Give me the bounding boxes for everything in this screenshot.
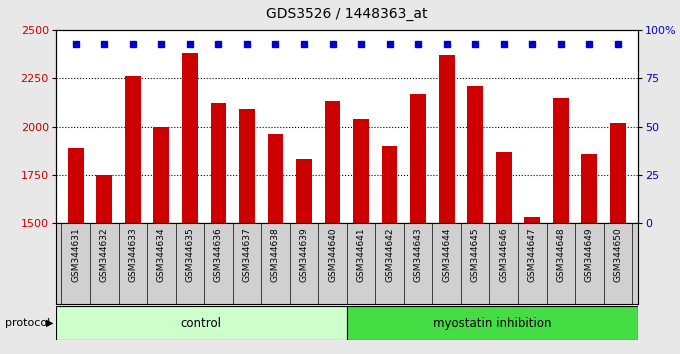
Bar [324,102,341,223]
Bar [211,103,226,223]
Bar [353,119,369,223]
Text: GSM344632: GSM344632 [100,227,109,282]
Bar [97,175,112,223]
Text: GSM344650: GSM344650 [613,227,622,282]
Text: GSM344646: GSM344646 [499,227,508,282]
Bar [381,146,397,223]
Text: ▶: ▶ [46,318,53,328]
Text: GSM344640: GSM344640 [328,227,337,282]
Text: GSM344639: GSM344639 [299,227,309,282]
Text: GSM344631: GSM344631 [71,227,80,282]
Bar [56,306,347,340]
Text: GSM344648: GSM344648 [556,227,565,282]
Bar [68,148,84,223]
Bar [182,53,198,223]
Bar [410,94,426,223]
Text: GSM344642: GSM344642 [385,227,394,281]
Text: GSM344644: GSM344644 [442,227,451,281]
Bar [610,123,626,223]
Text: GSM344641: GSM344641 [356,227,366,282]
Text: GSM344637: GSM344637 [243,227,252,282]
Text: GSM344635: GSM344635 [186,227,194,282]
Text: GSM344649: GSM344649 [585,227,594,282]
Text: GSM344638: GSM344638 [271,227,280,282]
Bar [125,76,141,223]
Text: GSM344647: GSM344647 [528,227,537,282]
Text: GDS3526 / 1448363_at: GDS3526 / 1448363_at [266,7,428,21]
Bar [553,98,568,223]
Bar [296,159,312,223]
Text: GSM344634: GSM344634 [157,227,166,282]
Bar [154,126,169,223]
Bar [467,86,483,223]
Text: protocol: protocol [5,318,50,328]
Bar [439,55,454,223]
Bar [347,306,638,340]
Text: GSM344643: GSM344643 [413,227,423,282]
Bar [239,109,255,223]
Text: control: control [181,316,222,330]
Text: myostatin inhibition: myostatin inhibition [433,316,551,330]
Text: GSM344636: GSM344636 [214,227,223,282]
Bar [524,217,540,223]
Text: GSM344633: GSM344633 [129,227,137,282]
Bar [581,154,597,223]
Bar [496,152,511,223]
Text: GSM344645: GSM344645 [471,227,479,282]
Bar [268,134,284,223]
